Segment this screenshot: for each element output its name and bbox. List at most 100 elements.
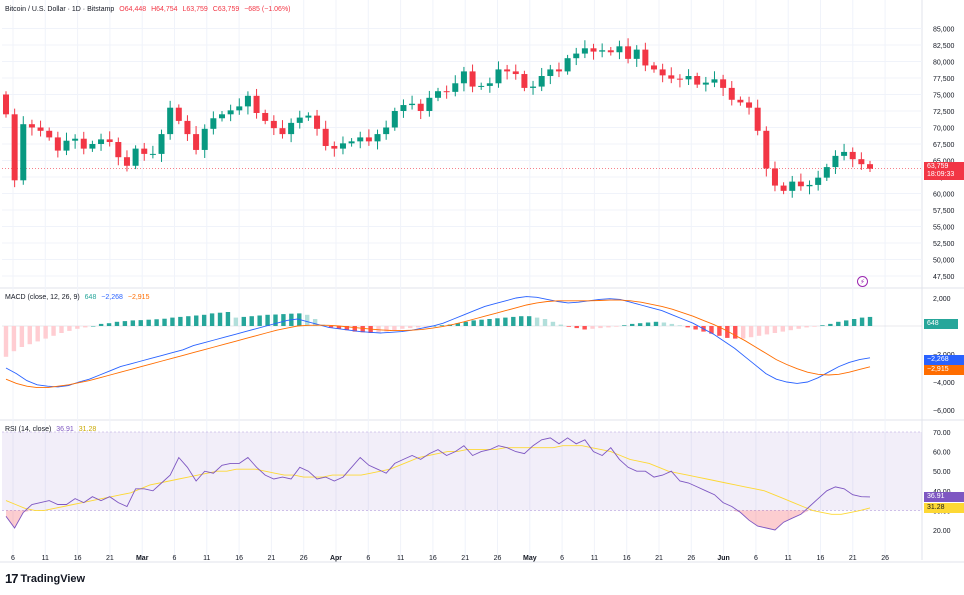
candle-body <box>236 106 243 111</box>
price-axis-label: 50,000 <box>933 258 955 265</box>
rsi-axis-label: 50.00 <box>933 469 951 476</box>
candle-body <box>858 159 865 165</box>
macd-histogram-bar <box>19 326 25 347</box>
macd-histogram-bar <box>400 326 405 329</box>
candle-body <box>737 99 744 103</box>
macd-signal-tag: −2,915 <box>924 365 964 375</box>
tradingview-logo[interactable]: 17 TradingView <box>5 571 85 586</box>
macd-histogram-bar <box>146 319 151 326</box>
candle-body <box>443 91 450 93</box>
macd-histogram-bar <box>170 317 175 326</box>
macd-histogram-bar <box>685 326 690 328</box>
candle-body <box>867 164 873 169</box>
macd-histogram-bar <box>463 321 468 326</box>
macd-line-value: −2,268 <box>101 294 123 301</box>
rsi-ma-tag: 31.28 <box>924 503 964 513</box>
candle-body <box>72 138 79 141</box>
time-axis-label: 11 <box>203 555 210 562</box>
macd-histogram-bar <box>836 321 841 326</box>
candle-body <box>365 137 372 142</box>
macd-histogram-bar <box>772 326 778 333</box>
macd-histogram-bar <box>487 319 492 326</box>
candle-body <box>676 78 683 80</box>
macd-histogram-bar <box>249 316 254 326</box>
time-axis-label: Jun <box>717 555 729 562</box>
candle-body <box>607 50 614 53</box>
macd-histogram-bar <box>162 318 167 326</box>
candle-body <box>625 46 632 59</box>
candle-body <box>573 53 580 59</box>
candle-body <box>763 130 770 169</box>
candle-body <box>555 69 562 72</box>
price-axis-label: 70,000 <box>933 126 955 133</box>
price-axis-label: 80,000 <box>933 60 955 67</box>
candle-body <box>123 157 130 166</box>
macd-histogram-bar <box>471 320 476 326</box>
macd-histogram-bar <box>748 326 754 338</box>
macd-histogram-bar <box>812 326 817 327</box>
candle-body <box>512 71 519 75</box>
candle-body <box>694 76 701 85</box>
macd-histogram-bar <box>3 326 9 357</box>
price-axis-label: 47,500 <box>933 274 955 281</box>
candle-body <box>504 69 511 72</box>
rsi-axis-label: 60.00 <box>933 450 951 457</box>
macd-histogram-bar <box>186 316 191 326</box>
macd-histogram-bar <box>859 317 865 326</box>
macd-histogram-bar <box>51 326 56 336</box>
change-value: −685 (−1.06%) <box>244 6 291 13</box>
macd-histogram-bar <box>780 326 786 332</box>
lightning-icon[interactable]: ⚡ <box>857 276 868 287</box>
macd-histogram-bar <box>336 326 342 329</box>
macd-histogram-bar <box>281 314 286 326</box>
price-axis-label: 60,000 <box>933 192 955 199</box>
candle-body <box>659 69 666 76</box>
macd-histogram-bar <box>693 326 698 330</box>
rsi-oversold-fill <box>757 510 767 529</box>
macd-histogram-bar <box>542 319 548 326</box>
candle-body <box>702 82 709 85</box>
time-axis-label: 21 <box>106 555 114 562</box>
time-axis-label: May <box>523 555 537 562</box>
candle-body <box>339 143 346 149</box>
time-axis-label: 16 <box>74 555 82 562</box>
macd-signal-line <box>5 299 871 389</box>
macd-histogram-bar <box>606 326 611 328</box>
candle-body <box>417 103 424 111</box>
macd-histogram-bar <box>844 320 849 326</box>
rsi-oversold-fill <box>766 510 775 530</box>
candle-body <box>37 127 44 131</box>
rsi-axis-label: 20.00 <box>933 528 951 535</box>
price-tag-value: 63,759 <box>927 163 949 170</box>
candle-body <box>409 103 416 106</box>
candle-body <box>823 167 830 178</box>
close-value: C63,759 <box>212 6 240 13</box>
macd-histogram-bar <box>217 312 223 326</box>
candle-body <box>3 94 9 115</box>
price-axis-label: 75,000 <box>933 93 955 100</box>
time-axis-label: 11 <box>42 555 49 562</box>
symbol-label: Bitcoin / U.S. Dollar · 1D · Bitstamp <box>5 6 115 13</box>
price-tag-countdown: 18:09:33 <box>927 171 955 178</box>
candle-body <box>279 128 286 135</box>
macd-histogram-bar <box>154 319 159 326</box>
candle-body <box>296 117 303 123</box>
macd-histogram-bar <box>725 326 730 338</box>
macd-histogram-bar <box>598 326 603 329</box>
macd-histogram-bar <box>630 323 635 326</box>
candle-body <box>538 76 545 87</box>
price-axis-label: 52,500 <box>933 241 955 248</box>
candle-body <box>141 148 148 154</box>
time-axis-label: 26 <box>881 555 889 562</box>
candle-body <box>469 71 476 87</box>
macd-histogram-bar <box>360 326 365 333</box>
macd-histogram-bar <box>122 321 128 326</box>
time-axis-label: 6 <box>560 555 564 562</box>
candle-body <box>789 181 796 191</box>
macd-histogram-bar <box>376 326 381 333</box>
macd-histogram-bar <box>408 326 413 329</box>
macd-histogram-bar <box>265 314 270 326</box>
macd-histogram-bar <box>415 326 421 328</box>
candle-body <box>288 122 295 135</box>
